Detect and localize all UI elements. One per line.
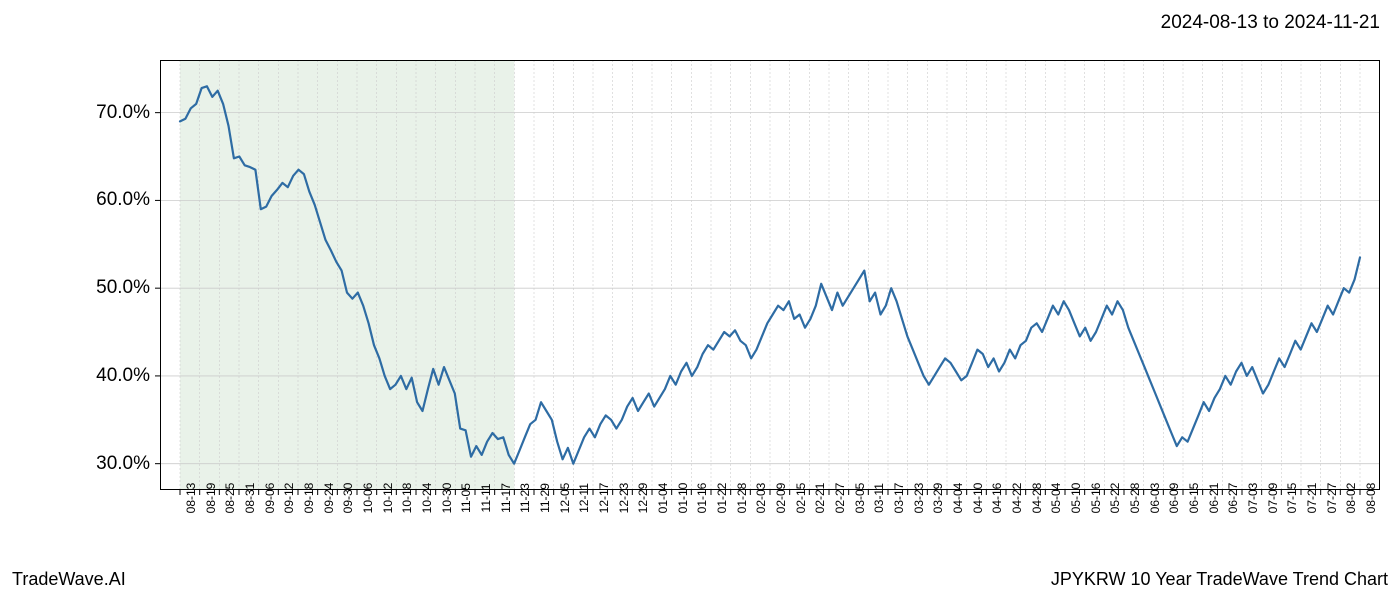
x-tick-label: 02-15 [794, 483, 808, 514]
x-tick-label: 08-31 [243, 483, 257, 514]
x-tick-label: 07-15 [1285, 483, 1299, 514]
x-tick-label: 04-04 [951, 483, 965, 514]
x-tick-label: 11-05 [459, 483, 473, 513]
x-tick-label: 08-13 [184, 483, 198, 514]
x-tick-label: 11-11 [479, 484, 493, 513]
x-tick-label: 08-19 [204, 483, 218, 514]
x-tick-label: 02-27 [833, 483, 847, 514]
x-tick-label: 09-06 [263, 483, 277, 514]
x-tick-label: 11-23 [518, 483, 532, 513]
x-tick-label: 09-12 [282, 483, 296, 514]
x-tick-label: 05-04 [1049, 483, 1063, 514]
y-tick-label: 70.0% [50, 102, 150, 124]
x-tick-label: 03-11 [872, 483, 886, 513]
footer-brand: TradeWave.AI [12, 569, 126, 590]
x-tick-label: 08-02 [1344, 483, 1358, 514]
x-tick-label: 04-16 [990, 483, 1004, 514]
x-tick-label: 01-10 [676, 483, 690, 514]
x-tick-label: 11-17 [499, 483, 513, 513]
x-tick-label: 02-09 [774, 483, 788, 514]
x-tick-label: 12-05 [558, 483, 572, 514]
x-tick-label: 01-22 [715, 483, 729, 514]
x-tick-label: 06-09 [1167, 483, 1181, 514]
x-tick-label: 09-18 [302, 483, 316, 514]
x-tick-label: 01-28 [735, 483, 749, 514]
x-tick-label: 12-29 [636, 483, 650, 514]
chart-container: 2024-08-13 to 2024-11-21 30.0% 40.0% 50.0%… [0, 0, 1400, 600]
x-tick-label: 12-11 [577, 483, 591, 513]
x-tick-label: 10-12 [381, 483, 395, 514]
x-tick-label: 05-22 [1108, 483, 1122, 514]
x-tick-label: 03-29 [931, 483, 945, 514]
x-tick-label: 08-08 [1364, 483, 1378, 514]
x-tick-label: 02-03 [754, 483, 768, 514]
x-tick-label: 06-03 [1148, 483, 1162, 514]
x-tick-label: 05-10 [1069, 483, 1083, 514]
x-tick-label: 09-24 [322, 483, 336, 514]
x-tick-label: 01-16 [695, 483, 709, 514]
x-tick-label: 08-25 [223, 483, 237, 514]
x-tick-label: 06-21 [1207, 483, 1221, 514]
y-tick-label: 60.0% [50, 189, 150, 211]
y-tick-label: 40.0% [50, 365, 150, 387]
y-tick-label: 50.0% [50, 277, 150, 299]
x-tick-label: 12-17 [597, 483, 611, 514]
x-tick-label: 10-30 [440, 483, 454, 514]
x-tick-label: 10-06 [361, 483, 375, 514]
x-tick-label: 07-03 [1246, 483, 1260, 514]
x-tick-label: 07-21 [1305, 483, 1319, 514]
x-tick-label: 01-04 [656, 483, 670, 514]
x-tick-label: 11-29 [538, 483, 552, 513]
x-tick-label: 10-18 [400, 483, 414, 514]
y-tick-label: 30.0% [50, 453, 150, 475]
x-tick-label: 05-16 [1089, 483, 1103, 514]
x-tick-label: 02-21 [813, 483, 827, 514]
x-tick-label: 12-23 [617, 483, 631, 514]
x-tick-label: 07-27 [1325, 483, 1339, 514]
footer-title: JPYKRW 10 Year TradeWave Trend Chart [1051, 569, 1388, 590]
x-tick-label: 05-28 [1128, 483, 1142, 514]
x-tick-label: 06-27 [1226, 483, 1240, 514]
chart-plot [160, 60, 1380, 490]
x-tick-label: 03-05 [853, 483, 867, 514]
x-tick-label: 04-22 [1010, 483, 1024, 514]
x-tick-label: 07-09 [1266, 483, 1280, 514]
x-tick-label: 03-17 [892, 483, 906, 514]
x-tick-label: 06-15 [1187, 483, 1201, 514]
x-tick-label: 04-10 [971, 483, 985, 514]
x-tick-label: 10-24 [420, 483, 434, 514]
x-tick-label: 09-30 [341, 483, 355, 514]
date-range-label: 2024-08-13 to 2024-11-21 [1161, 12, 1380, 34]
x-tick-label: 03-23 [912, 483, 926, 514]
x-tick-label: 04-28 [1030, 483, 1044, 514]
